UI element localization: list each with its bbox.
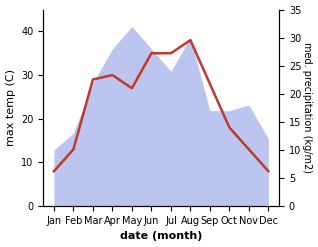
X-axis label: date (month): date (month): [120, 231, 202, 242]
Y-axis label: med. precipitation (kg/m2): med. precipitation (kg/m2): [302, 42, 313, 173]
Y-axis label: max temp (C): max temp (C): [5, 69, 16, 146]
